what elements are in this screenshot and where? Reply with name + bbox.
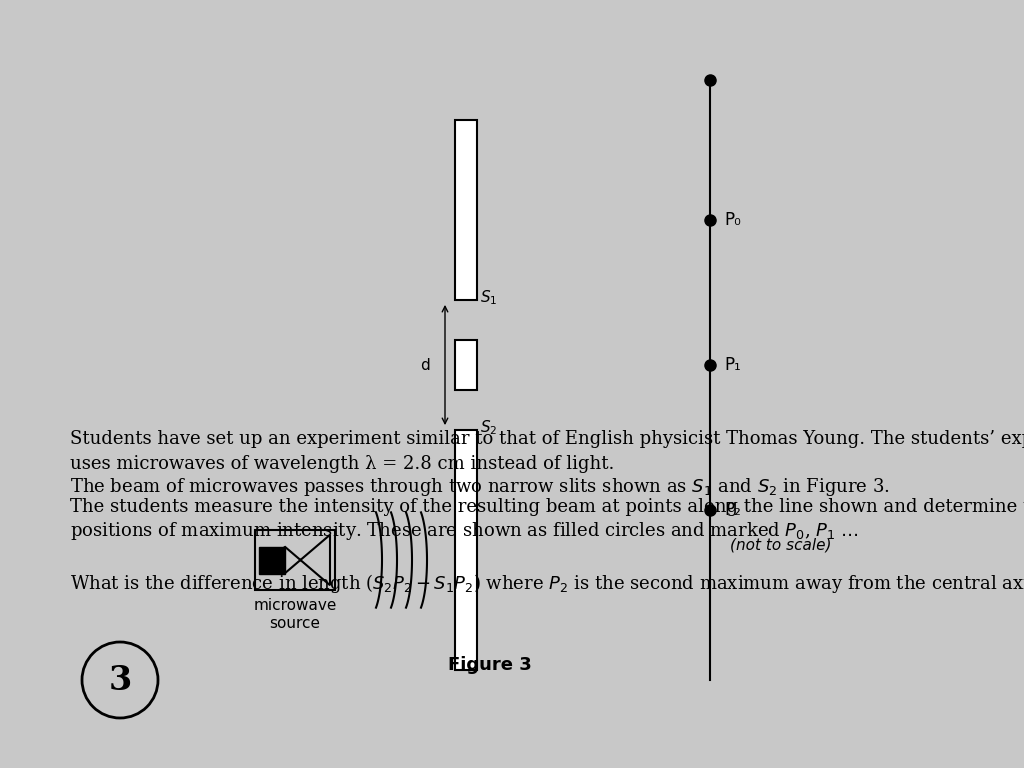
Text: $S_2$: $S_2$ — [480, 419, 498, 437]
Text: Students have set up an experiment similar to that of English physicist Thomas Y: Students have set up an experiment simil… — [70, 430, 1024, 448]
Text: d: d — [420, 357, 430, 372]
Text: uses microwaves of wavelength λ = 2.8 cm instead of light.: uses microwaves of wavelength λ = 2.8 cm… — [70, 455, 614, 473]
Text: S: S — [266, 552, 278, 568]
Text: P₁: P₁ — [724, 356, 740, 374]
Bar — [455, 340, 477, 390]
Text: microwave: microwave — [253, 598, 337, 613]
Text: The beam of microwaves passes through two narrow slits shown as $S_1$ and $S_2$ : The beam of microwaves passes through tw… — [70, 476, 890, 498]
Text: P₂: P₂ — [724, 501, 741, 519]
Bar — [455, 120, 477, 300]
Text: The students measure the intensity of the resulting beam at points along the lin: The students measure the intensity of th… — [70, 498, 1024, 516]
Text: positions of maximum intensity. These are shown as filled circles and marked $P_: positions of maximum intensity. These ar… — [70, 520, 859, 542]
Bar — [455, 430, 477, 670]
Text: $S_1$: $S_1$ — [480, 289, 498, 307]
Text: P₀: P₀ — [724, 211, 741, 229]
Text: source: source — [269, 616, 321, 631]
Bar — [255, 530, 335, 590]
Text: What is the difference in length ($S_2P_2 - S_1P_2$) where $P_2$ is the second m: What is the difference in length ($S_2P_… — [70, 572, 1024, 595]
Bar — [259, 547, 285, 574]
Text: Figure 3: Figure 3 — [449, 656, 531, 674]
Text: 3: 3 — [109, 664, 132, 697]
Text: (not to scale): (not to scale) — [730, 538, 831, 552]
